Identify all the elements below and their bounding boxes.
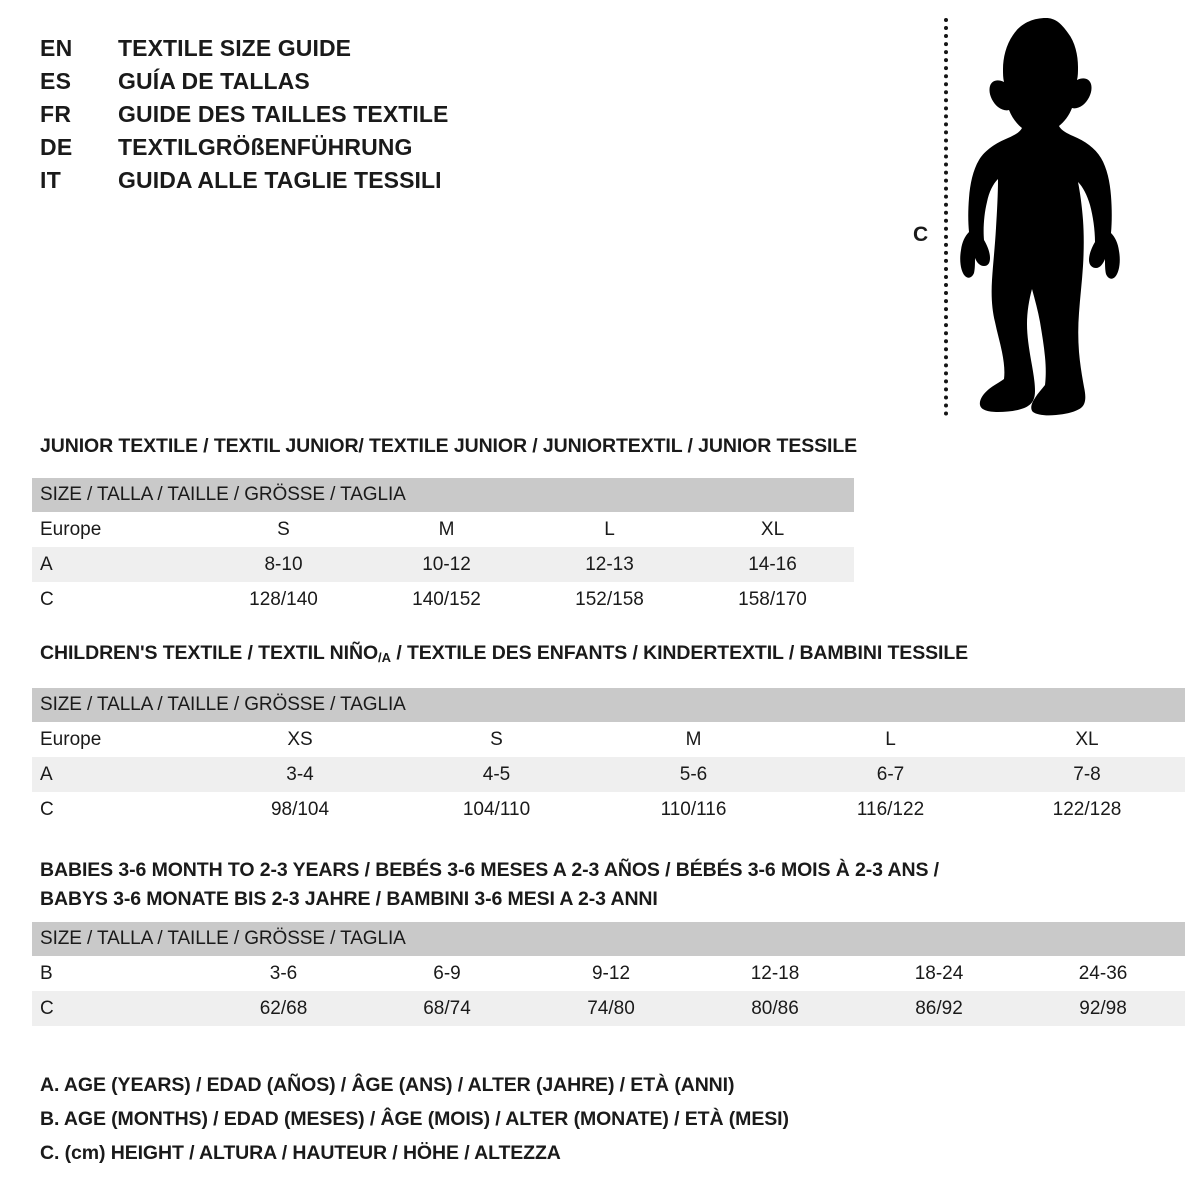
children-size-table: SIZE / TALLA / TAILLE / GRÖSSE / TAGLIA …	[32, 688, 1186, 827]
section-title-babies-line1: BABIES 3-6 MONTH TO 2-3 YEARS / BEBÉS 3-…	[40, 859, 939, 881]
cell-value: 68/74	[423, 997, 471, 1019]
height-marker-label: C	[913, 223, 929, 246]
table-header-row: SIZE / TALLA / TAILLE / GRÖSSE / TAGLIA	[32, 688, 1186, 722]
babies-table-header-label: SIZE / TALLA / TAILLE / GRÖSSE / TAGLIA	[40, 928, 406, 949]
language-row-de: DE TEXTILGRÖßENFÜHRUNG	[40, 131, 560, 164]
language-code-fr: FR	[40, 101, 72, 127]
cell-value: 92/98	[1079, 997, 1127, 1019]
cell-value: 86/92	[915, 997, 963, 1019]
table-row: A 3-4 4-5 5-6 6-7 7-8	[32, 757, 1186, 792]
cell-value: 80/86	[751, 997, 799, 1019]
children-table-header-label: SIZE / TALLA / TAILLE / GRÖSSE / TAGLIA	[40, 694, 406, 715]
row-label: C	[40, 997, 54, 1019]
table-row: Europe XS S M L XL	[32, 722, 1186, 757]
cell-value: 104/110	[462, 798, 531, 820]
language-row-it: IT GUIDA ALLE TAGLIE TESSILI	[40, 164, 560, 197]
cell-value: 98/104	[270, 798, 330, 820]
language-code-de: DE	[40, 134, 73, 160]
cell-value: 4-5	[482, 763, 511, 785]
cell-value: 140/152	[412, 588, 481, 610]
language-code-en: EN	[40, 35, 73, 61]
language-title-en: TEXTILE SIZE GUIDE	[118, 35, 352, 61]
cell-value: XS	[287, 728, 313, 750]
cell-value: S	[490, 728, 503, 750]
cell-value: 152/158	[575, 588, 644, 610]
row-label: C	[40, 588, 54, 610]
cell-value: 10-12	[422, 553, 471, 575]
cell-value: 158/170	[738, 588, 807, 610]
cell-value: 3-4	[286, 763, 314, 785]
cell-value: 7-8	[1073, 763, 1101, 785]
junior-size-table: SIZE / TALLA / TAILLE / GRÖSSE / TAGLIA …	[32, 478, 855, 617]
cell-value: 74/80	[587, 997, 635, 1019]
language-title-it: GUIDA ALLE TAGLIE TESSILI	[118, 167, 442, 193]
legend-line-c-pre: C.	[40, 1142, 65, 1164]
row-label: A	[40, 553, 53, 575]
section-title-children-sub: /A	[378, 650, 392, 665]
table-row: Europe S M L XL	[32, 512, 855, 547]
measurement-legend: A. AGE (YEARS) / EDAD (AÑOS) / ÂGE (ANS)…	[40, 1068, 940, 1170]
table-row: C 98/104 104/110 110/116 116/122 122/128	[32, 792, 1186, 827]
cell-value: 6-9	[433, 962, 461, 984]
height-measure-line	[944, 18, 948, 416]
language-header: EN TEXTILE SIZE GUIDE ES GUÍA DE TALLAS …	[40, 32, 560, 197]
cell-value: 14-16	[748, 553, 797, 575]
language-row-en: EN TEXTILE SIZE GUIDE	[40, 32, 560, 65]
legend-line-c: C. (cm) HEIGHT / ALTURA / HAUTEUR / HÖHE…	[40, 1136, 940, 1170]
cell-value: 3-6	[269, 962, 298, 984]
height-figure-area: C	[900, 8, 1170, 423]
table-header-row: SIZE / TALLA / TAILLE / GRÖSSE / TAGLIA	[32, 922, 1186, 956]
legend-line-c-unit: (cm)	[64, 1142, 106, 1164]
cell-value: XL	[1075, 728, 1099, 750]
language-title-es: GUÍA DE TALLAS	[118, 68, 310, 94]
cell-value: 128/140	[249, 588, 318, 610]
cell-value: 6-7	[876, 763, 905, 785]
language-code-es: ES	[40, 68, 72, 94]
language-row-es: ES GUÍA DE TALLAS	[40, 65, 560, 98]
table-row: C 62/68 68/74 74/80 80/86 86/92 92/98	[32, 991, 1186, 1026]
babies-size-table: SIZE / TALLA / TAILLE / GRÖSSE / TAGLIA …	[32, 922, 1186, 1026]
section-title-babies-line2: BABYS 3-6 MONATE BIS 2-3 JAHRE / BAMBINI…	[40, 888, 658, 910]
row-label: C	[40, 798, 54, 820]
table-row: B 3-6 6-9 9-12 12-18 18-24 24-36	[32, 956, 1186, 991]
row-label: Europe	[40, 728, 102, 750]
cell-value: 8-10	[264, 553, 303, 575]
cell-value: 116/122	[856, 798, 925, 820]
legend-line-b: B. AGE (MONTHS) / EDAD (MESES) / ÂGE (MO…	[40, 1108, 789, 1130]
language-code-it: IT	[40, 167, 62, 193]
table-row: A 8-10 10-12 12-13 14-16	[32, 547, 855, 582]
child-silhouette-icon	[960, 18, 1120, 416]
table-header-row: SIZE / TALLA / TAILLE / GRÖSSE / TAGLIA	[32, 478, 855, 512]
row-label: A	[40, 763, 53, 785]
cell-value: 12-18	[750, 962, 800, 984]
cell-value: S	[277, 518, 290, 540]
section-title-children-pre: CHILDREN'S TEXTILE / TEXTIL NIÑO	[40, 642, 379, 664]
legend-line-c-post: HEIGHT / ALTURA / HAUTEUR / HÖHE / ALTEZ…	[105, 1142, 561, 1164]
row-label: Europe	[40, 518, 102, 540]
cell-value: 110/116	[660, 798, 727, 820]
language-title-fr: GUIDE DES TAILLES TEXTILE	[118, 101, 449, 127]
cell-value: 12-13	[585, 553, 634, 575]
cell-value: M	[438, 518, 455, 540]
cell-value: 9-12	[591, 962, 631, 984]
language-title-de: TEXTILGRÖßENFÜHRUNG	[118, 134, 413, 160]
cell-value: 122/128	[1052, 798, 1122, 820]
legend-line-a: A. AGE (YEARS) / EDAD (AÑOS) / ÂGE (ANS)…	[40, 1074, 735, 1096]
junior-table-header-label: SIZE / TALLA / TAILLE / GRÖSSE / TAGLIA	[40, 484, 406, 505]
section-title-children-post: / TEXTILE DES ENFANTS / KINDERTEXTIL / B…	[391, 642, 969, 664]
cell-value: 18-24	[914, 962, 964, 984]
cell-value: M	[685, 728, 702, 750]
cell-value: L	[885, 728, 896, 750]
section-title-junior: JUNIOR TEXTILE / TEXTIL JUNIOR/ TEXTILE …	[40, 435, 858, 457]
table-row: C 128/140 140/152 152/158 158/170	[32, 582, 855, 617]
cell-value: 5-6	[679, 763, 708, 785]
cell-value: L	[604, 518, 615, 540]
cell-value: 24-36	[1078, 962, 1128, 984]
cell-value: 62/68	[259, 997, 308, 1019]
section-title-children: CHILDREN'S TEXTILE / TEXTIL NIÑO/A / TEX…	[40, 640, 968, 671]
cell-value: XL	[760, 518, 785, 540]
language-row-fr: FR GUIDE DES TAILLES TEXTILE	[40, 98, 560, 131]
row-label: B	[40, 962, 53, 984]
